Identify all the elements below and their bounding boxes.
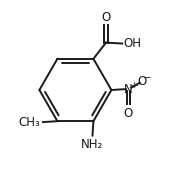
Text: −: − bbox=[143, 73, 152, 83]
Text: O: O bbox=[137, 75, 147, 87]
Text: O: O bbox=[101, 11, 111, 24]
Text: N: N bbox=[124, 83, 133, 96]
Text: +: + bbox=[130, 81, 137, 90]
Text: NH₂: NH₂ bbox=[81, 138, 104, 151]
Text: O: O bbox=[124, 107, 133, 120]
Text: OH: OH bbox=[123, 37, 141, 50]
Text: CH₃: CH₃ bbox=[19, 116, 40, 129]
